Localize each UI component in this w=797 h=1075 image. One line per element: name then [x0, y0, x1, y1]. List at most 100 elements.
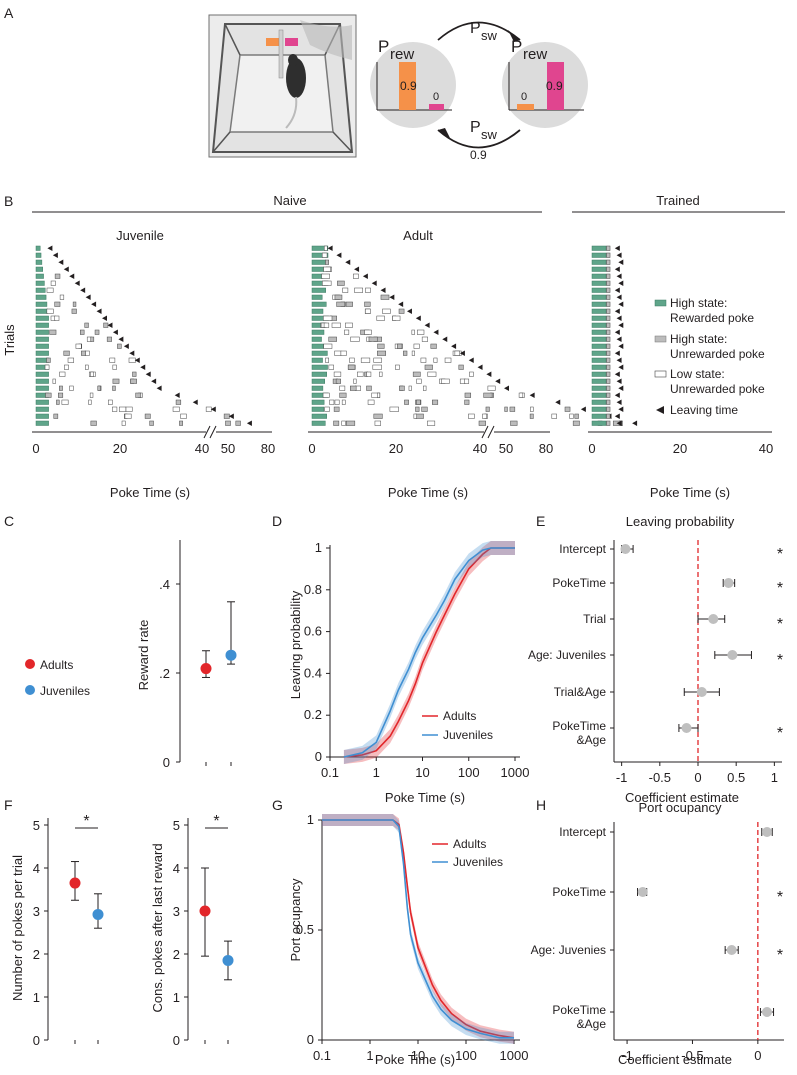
raster-poke — [416, 399, 421, 405]
title-juvenile: Juvenile — [116, 228, 164, 243]
raster-poke — [344, 329, 350, 335]
leaving-time-marker — [371, 280, 377, 286]
f-sig-star: * — [213, 813, 219, 830]
raster-poke — [398, 308, 405, 314]
raster-poke — [366, 371, 372, 377]
raster-poke — [606, 420, 611, 426]
raster-poke — [423, 385, 427, 391]
raster-poke — [128, 357, 136, 363]
prew-right-bar-orange — [517, 104, 534, 110]
raster-poke — [389, 406, 399, 412]
raster-poke — [322, 392, 330, 398]
raster-poke — [606, 336, 611, 342]
forest-row-label: PokeTime — [552, 719, 606, 733]
f-point-juveniles — [92, 908, 104, 920]
leaving-time-marker — [616, 399, 622, 405]
h-xlabel: Coefficient estimate — [618, 1052, 732, 1067]
raster-poke — [235, 420, 241, 426]
raster-poke — [372, 364, 382, 370]
raster-poke — [35, 259, 43, 265]
f-ytick-label: 4 — [33, 861, 40, 876]
leaving-time-marker — [618, 385, 624, 391]
leaving-time-marker — [468, 357, 474, 363]
raster-poke — [606, 301, 611, 307]
raster-poke — [606, 399, 611, 405]
raster-poke — [112, 385, 116, 391]
raster-poke — [35, 287, 46, 293]
raster-poke — [328, 336, 337, 342]
raster-poke — [399, 385, 405, 391]
leaving-time-marker — [616, 378, 622, 384]
raster-poke — [413, 413, 417, 419]
b-ylabel: Trials — [2, 324, 17, 356]
leaving-time-marker — [616, 420, 622, 426]
raster-poke — [336, 301, 346, 307]
raster-poke — [591, 399, 607, 405]
f-ytick-label: 4 — [173, 861, 180, 876]
raster-poke — [482, 413, 487, 419]
raster-poke — [35, 315, 49, 321]
xtick-label: 0.1 — [313, 1048, 331, 1063]
legend-2-line1: High state: — [670, 332, 727, 346]
psw-top-sub: sw — [481, 28, 498, 43]
forest-xtick-label: -1 — [621, 1048, 633, 1063]
raster-poke — [144, 413, 151, 419]
b-juv-tick-20: 20 — [113, 441, 127, 456]
raster-poke — [357, 371, 364, 377]
raster-poke — [341, 420, 346, 426]
raster-poke — [454, 350, 460, 356]
raster-poke — [35, 273, 44, 279]
raster-poke — [311, 252, 329, 258]
raster-poke — [179, 420, 183, 426]
psw-bottom-value: 0.9 — [470, 148, 487, 162]
leaving-time-marker — [618, 280, 624, 286]
d-yticks: 1 0.8 0.6 0.4 0.2 0 — [304, 540, 330, 764]
forest-star: * — [777, 580, 783, 597]
f-ytick-label: 2 — [173, 947, 180, 962]
leaving-time-marker — [614, 413, 620, 419]
raster-poke — [35, 350, 49, 356]
ytick-label: 0.2 — [304, 707, 322, 722]
leaving-time-marker — [336, 252, 342, 258]
panel-label-e: E — [536, 513, 545, 529]
raster-poke — [79, 329, 85, 335]
raster-poke — [591, 301, 607, 307]
raster-poke — [46, 357, 51, 363]
leaving-time-marker — [614, 245, 620, 251]
raster-poke — [518, 392, 524, 398]
raster-poke — [311, 413, 327, 419]
raster-poke — [124, 413, 132, 419]
raster-poke — [135, 392, 142, 398]
c-ylabel: Reward rate — [136, 620, 151, 691]
raster-poke — [574, 413, 579, 419]
raster-poke — [591, 350, 607, 356]
raster-poke — [324, 245, 328, 251]
legend-4-line1: Leaving time — [670, 403, 738, 417]
raster-poke — [49, 329, 57, 335]
b-trained-tick-0: 0 — [588, 441, 595, 456]
panel-d: Leaving probability 10.80.60.40.20 0.1 1 1… — [288, 540, 529, 805]
raster-poke — [84, 322, 89, 328]
prew-left-bar-magenta — [429, 104, 444, 110]
leaving-time-marker — [85, 294, 91, 300]
g-lines — [322, 814, 515, 1044]
xtick-label: 100 — [455, 1048, 477, 1063]
raster-poke — [64, 364, 69, 370]
leaving-time-marker — [151, 378, 157, 384]
raster-poke — [328, 364, 334, 370]
raster-poke — [591, 378, 607, 384]
f-ytick-label: 1 — [173, 990, 180, 1005]
raster-poke — [353, 273, 359, 279]
raster-poke — [572, 420, 580, 426]
raster-poke — [606, 280, 611, 286]
ytick-label: 0.6 — [304, 624, 322, 639]
panel-label-c: C — [4, 513, 14, 529]
raster-poke — [35, 322, 49, 328]
f-ytick-label: 3 — [173, 904, 180, 919]
raster-poke — [345, 322, 353, 328]
raster-poke — [373, 413, 383, 419]
prew-right-bar-magenta — [547, 62, 564, 110]
f-point-adults — [69, 877, 81, 889]
forest-row-label: PokeTime — [552, 576, 606, 590]
raster-poke — [52, 378, 56, 384]
